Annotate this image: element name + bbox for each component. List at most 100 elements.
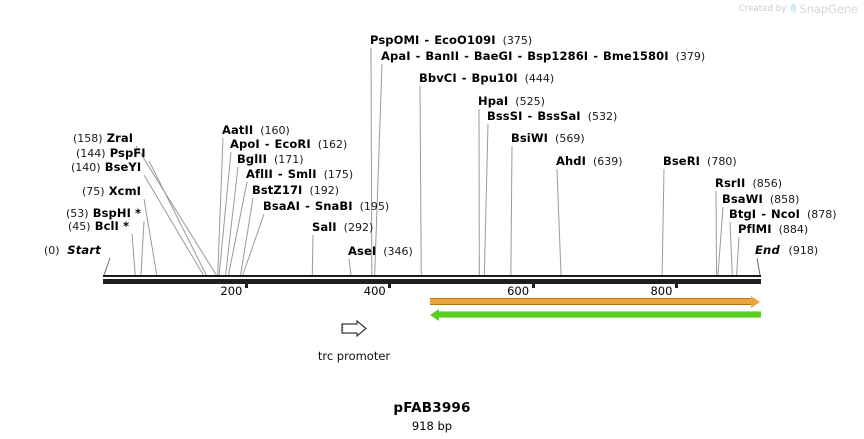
site-position: (160): [260, 124, 290, 137]
site-position: (175): [323, 168, 354, 181]
leader-line-aseI: [348, 258, 352, 276]
leader-line-zraI: [135, 145, 217, 276]
enzyme-name: BsaWI: [722, 192, 763, 206]
site-position: (45): [68, 220, 91, 233]
feature-green-cds-body[interactable]: [439, 311, 761, 318]
leader-line-rsrII: [715, 190, 718, 276]
leader-line-aatII: [217, 137, 224, 276]
site-position: (525): [515, 95, 545, 108]
enzyme-separator: -: [460, 49, 473, 63]
restriction-site-label-bbvCI[interactable]: BbvCI - Bpu10I (444): [419, 71, 555, 86]
restriction-site-label-rsrII[interactable]: RsrII (856): [715, 176, 783, 191]
restriction-site-label-xcmI[interactable]: (75) XcmI: [82, 185, 141, 199]
restriction-site-label-bspHI[interactable]: (53) BspHI *: [66, 206, 142, 221]
trc-promoter-label: trc promoter: [317, 349, 391, 363]
restriction-site-label-bseYI[interactable]: (140) BseYI: [71, 160, 142, 175]
enzyme-separator: -: [301, 199, 314, 213]
enzyme-name: BanII: [425, 49, 460, 63]
enzyme-name: BssSaI: [537, 109, 581, 123]
restriction-site-label-bglII[interactable]: BglII (171): [237, 153, 304, 167]
restriction-site-label-bsaWI[interactable]: BsaWI (858): [722, 192, 799, 207]
restriction-site-label-ahdI[interactable]: AhdI (639): [556, 154, 623, 169]
ruler-tick: [388, 279, 392, 288]
restriction-site-label-salI[interactable]: SalI (292): [312, 220, 374, 235]
label-start: (0) Start: [44, 244, 101, 258]
restriction-site-label-btgI[interactable]: BtgI - NcoI (878): [729, 207, 837, 222]
restriction-site-label-bclI[interactable]: (45) BclI *: [68, 219, 130, 234]
enzyme-name: BtgI: [729, 207, 757, 221]
enzyme-separator: -: [273, 167, 287, 181]
site-position: (144): [76, 147, 106, 160]
leader-line-apoI: [218, 151, 232, 276]
restriction-site-label-bsiWI[interactable]: BsiWI (569): [511, 131, 585, 146]
enzyme-name: NcoI: [770, 207, 800, 221]
enzyme-name: BseYI: [100, 160, 142, 174]
restriction-site-label-pspFI[interactable]: (144) PspFI: [76, 147, 146, 161]
leader-line-pspFI: [148, 160, 207, 276]
site-position: (444): [524, 72, 555, 85]
enzyme-name: HpaI: [478, 94, 509, 108]
enzyme-name: RsrII: [715, 176, 746, 190]
ruler-tick-label: 800: [650, 284, 673, 298]
ruler-backbone: [103, 279, 761, 284]
enzyme-name: BspHI *: [88, 206, 142, 220]
restriction-site-label-zraI[interactable]: (158) ZraI: [73, 132, 133, 146]
enzyme-name: SnaBI: [314, 199, 353, 213]
trc-promoter-icon[interactable]: [340, 319, 368, 346]
enzyme-name: BsiWI: [511, 131, 549, 145]
restriction-site-label-pspOMI[interactable]: PspOMI - EcoO109I (375): [370, 33, 533, 48]
enzyme-separator: -: [589, 49, 602, 63]
restriction-site-label-hpaI[interactable]: HpaI (525): [478, 94, 545, 109]
end-label: End: [755, 243, 780, 257]
start-position: (0): [44, 244, 60, 257]
feature-green-cds-arrowhead[interactable]: [430, 308, 439, 321]
enzyme-name: ApoI: [230, 137, 260, 151]
restriction-site-label-bsaAI[interactable]: BsaAI - SnaBI (195): [263, 199, 389, 214]
enzyme-name: SmlI: [287, 167, 317, 181]
site-position: (292): [343, 221, 374, 234]
site-position: (569): [555, 132, 585, 145]
restriction-site-label-aatII[interactable]: AatII (160): [222, 124, 290, 138]
watermark-brand-text: SnapGene: [799, 2, 859, 16]
enzyme-name: PspOMI: [370, 33, 420, 47]
enzyme-name: BssSI: [487, 109, 523, 123]
leader-line-bspHI: [140, 220, 145, 276]
enzyme-name: AseI: [348, 244, 377, 258]
enzyme-name: BclI *: [90, 219, 130, 233]
enzyme-name: PflMI: [738, 222, 772, 236]
restriction-site-label-aseI[interactable]: AseI (346): [348, 244, 413, 259]
restriction-site-label-apaI[interactable]: ApaI - BanII - BaeGI - Bsp1286I - Bme158…: [381, 49, 706, 64]
enzyme-name: AflII: [246, 167, 273, 181]
enzyme-name: AhdI: [556, 154, 586, 168]
site-position: (192): [309, 184, 340, 197]
leader-line-pspOMI: [370, 47, 373, 276]
restriction-site-label-bstZ17I[interactable]: BstZ17I (192): [252, 184, 340, 198]
site-position: (140): [71, 161, 101, 174]
site-position: (379): [675, 50, 706, 63]
label-end: End (918): [755, 243, 818, 258]
restriction-site-label-pflMI[interactable]: PflMI (884): [738, 222, 808, 237]
leader-line-xcmI: [143, 198, 158, 276]
leader-line-end: [756, 257, 761, 276]
enzyme-name: Bsp1286I: [527, 49, 589, 63]
site-position: (346): [383, 245, 413, 258]
restriction-site-label-bssSI[interactable]: BssSI - BssSaI (532): [487, 109, 617, 124]
site-position: (162): [317, 138, 348, 151]
site-position: (856): [752, 177, 783, 190]
enzyme-name: SalI: [312, 220, 337, 234]
watermark-created-by-text: Created by: [738, 4, 787, 14]
restriction-site-label-aflII[interactable]: AflII - SmlI (175): [246, 167, 354, 182]
leader-line-bclI: [131, 233, 136, 276]
enzyme-name: BbvCI: [419, 71, 457, 85]
site-position: (53): [66, 207, 89, 220]
site-position: (75): [82, 185, 105, 198]
site-position: (375): [502, 34, 533, 47]
ruler-tick-label: 400: [363, 284, 386, 298]
enzyme-separator: -: [420, 33, 434, 47]
leader-line-pflMI: [736, 236, 740, 276]
feature-orange-cds-body[interactable]: [430, 298, 752, 305]
feature-orange-cds-arrowhead[interactable]: [751, 295, 760, 308]
restriction-site-label-bseRI[interactable]: BseRI (780): [663, 155, 737, 169]
site-position: (639): [593, 155, 623, 168]
restriction-site-label-apoI[interactable]: ApoI - EcoRI (162): [230, 137, 348, 152]
